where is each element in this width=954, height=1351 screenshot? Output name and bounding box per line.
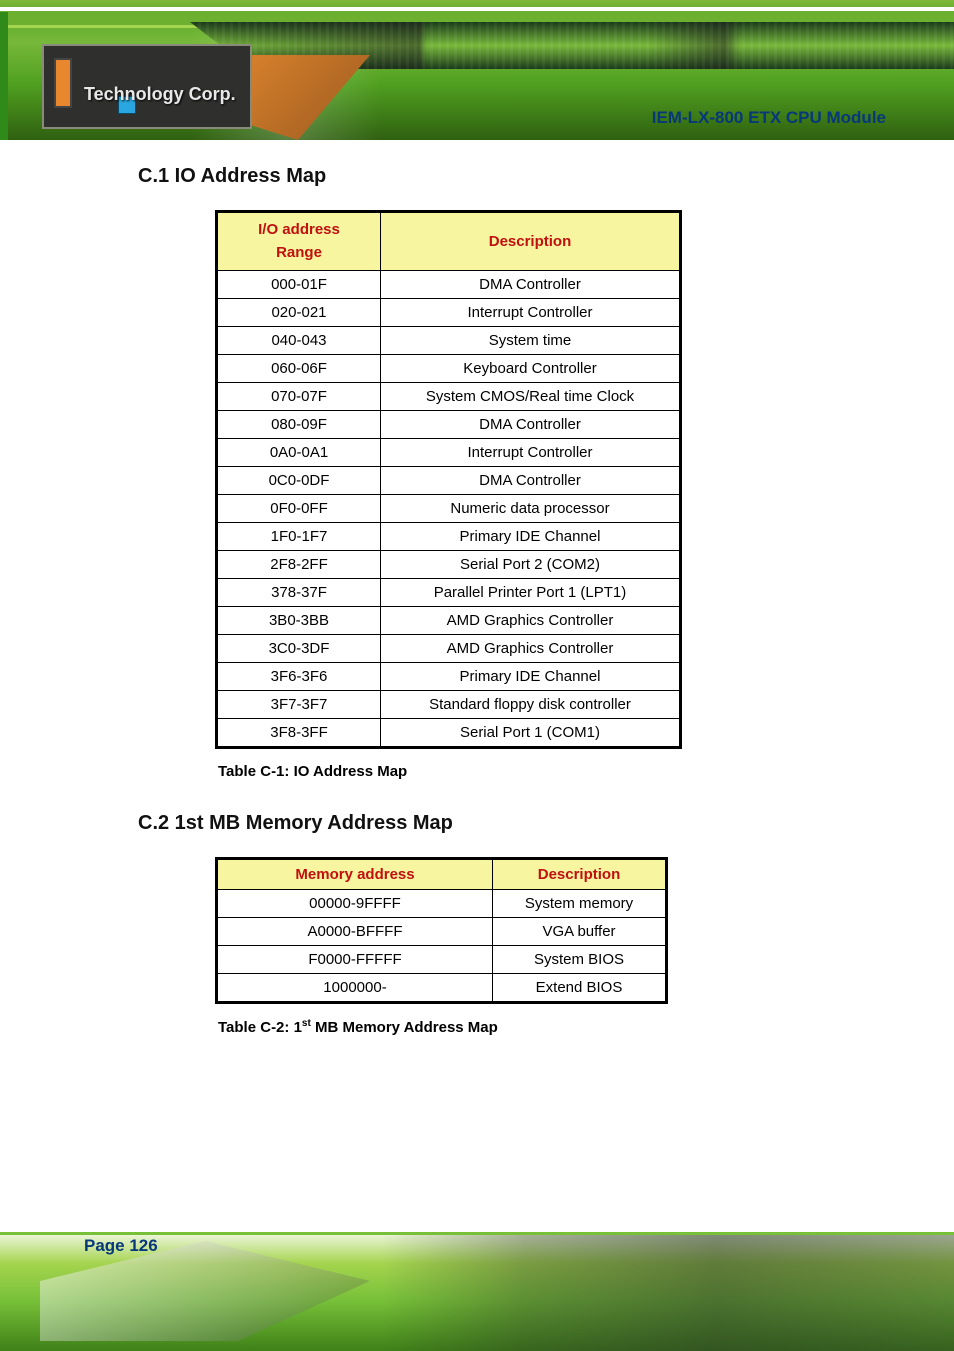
table-cell: AMD Graphics Controller [381,607,681,635]
t1-col1-header: I/O address Range [217,212,381,271]
table-row: 000-01FDMA Controller [217,271,681,299]
caption2-sup: st [302,1018,311,1029]
table-cell: 1F0-1F7 [217,523,381,551]
t2-col1-header: Memory address [217,859,493,890]
table-row: 0A0-0A1Interrupt Controller [217,439,681,467]
table-row: F0000-FFFFFSystem BIOS [217,946,667,974]
table-row: 1F0-1F7Primary IDE Channel [217,523,681,551]
table-cell: 3F6-3F6 [217,663,381,691]
table-cell: Serial Port 2 (COM2) [381,551,681,579]
table-row: 060-06FKeyboard Controller [217,355,681,383]
page-number: Page 126 [84,1236,158,1256]
document-title: IEM-LX-800 ETX CPU Module [652,108,886,128]
table-c2-caption: Table C-2: 1st MB Memory Address Map [218,1018,894,1036]
table-cell: Standard floppy disk controller [381,691,681,719]
table-row: 00000-9FFFFSystem memory [217,890,667,918]
table-cell: System BIOS [493,946,667,974]
table-cell: Primary IDE Channel [381,663,681,691]
table-cell: Extend BIOS [493,974,667,1003]
table-cell: 040-043 [217,327,381,355]
table-cell: F0000-FFFFF [217,946,493,974]
table-cell: 378-37F [217,579,381,607]
bottom-swoosh [40,1241,370,1341]
table-cell: System CMOS/Real time Clock [381,383,681,411]
table-cell: 020-021 [217,299,381,327]
table-cell: Primary IDE Channel [381,523,681,551]
table-row: 0F0-0FFNumeric data processor [217,495,681,523]
t1-col1-line1: I/O address [232,219,366,242]
table-row: 3C0-3DFAMD Graphics Controller [217,635,681,663]
table-cell: Keyboard Controller [381,355,681,383]
table-row: 378-37FParallel Printer Port 1 (LPT1) [217,579,681,607]
table-cell: 3F8-3FF [217,719,381,748]
table-cell: Serial Port 1 (COM1) [381,719,681,748]
vendor-logo [42,44,252,129]
table-cell: AMD Graphics Controller [381,635,681,663]
table-cell: 00000-9FFFF [217,890,493,918]
t1-col1-line2: Range [232,242,366,265]
table-cell: DMA Controller [381,467,681,495]
table-row: 3F7-3F7Standard floppy disk controller [217,691,681,719]
caption2-post: MB Memory Address Map [311,1019,498,1036]
table-cell: VGA buffer [493,918,667,946]
caption2-pre: Table C-2: 1 [218,1019,302,1036]
logo-cube [118,96,136,114]
io-address-table: I/O address Range Description 000-01FDMA… [215,210,682,749]
table-row: 040-043System time [217,327,681,355]
table-cell: 000-01F [217,271,381,299]
t2-col2-header: Description [493,859,667,890]
page-content: C.1 IO Address Map I/O address Range Des… [0,155,954,1068]
table-row: 020-021Interrupt Controller [217,299,681,327]
table-cell: 3F7-3F7 [217,691,381,719]
table-row: 3F6-3F6Primary IDE Channel [217,663,681,691]
table-cell: 1000000- [217,974,493,1003]
table-cell: A0000-BFFFF [217,918,493,946]
table-row: 0C0-0DFDMA Controller [217,467,681,495]
table-cell: 3C0-3DF [217,635,381,663]
memory-address-table: Memory address Description 00000-9FFFFSy… [215,857,668,1004]
green-edge [0,12,8,140]
table-row: 2F8-2FFSerial Port 2 (COM2) [217,551,681,579]
table-row: A0000-BFFFFVGA buffer [217,918,667,946]
table-cell: 060-06F [217,355,381,383]
table-c1-wrap: I/O address Range Description 000-01FDMA… [215,210,894,749]
table-cell: Interrupt Controller [381,299,681,327]
t1-col2-header: Description [381,212,681,271]
table-cell: Interrupt Controller [381,439,681,467]
table-row: 1000000-Extend BIOS [217,974,667,1003]
table-cell: DMA Controller [381,271,681,299]
table-row: 080-09FDMA Controller [217,411,681,439]
table-cell: Parallel Printer Port 1 (LPT1) [381,579,681,607]
table-cell: DMA Controller [381,411,681,439]
table-cell: 080-09F [217,411,381,439]
table-cell: 0F0-0FF [217,495,381,523]
table-c2-wrap: Memory address Description 00000-9FFFFSy… [215,857,894,1004]
table-c1-caption: Table C-1: IO Address Map [218,763,894,780]
table-cell: 0A0-0A1 [217,439,381,467]
table-cell: Numeric data processor [381,495,681,523]
section-heading-c1: C.1 IO Address Map [138,165,894,188]
table-cell: System memory [493,890,667,918]
table-cell: 3B0-3BB [217,607,381,635]
table-cell: 2F8-2FF [217,551,381,579]
table-row: 070-07FSystem CMOS/Real time Clock [217,383,681,411]
table-cell: 070-07F [217,383,381,411]
table-row: 3B0-3BBAMD Graphics Controller [217,607,681,635]
table-cell: 0C0-0DF [217,467,381,495]
section-heading-c2: C.2 1st MB Memory Address Map [138,812,894,835]
table-cell: System time [381,327,681,355]
top-banner: IEM-LX-800 ETX CPU Module [0,0,954,140]
table-row: 3F8-3FFSerial Port 1 (COM1) [217,719,681,748]
